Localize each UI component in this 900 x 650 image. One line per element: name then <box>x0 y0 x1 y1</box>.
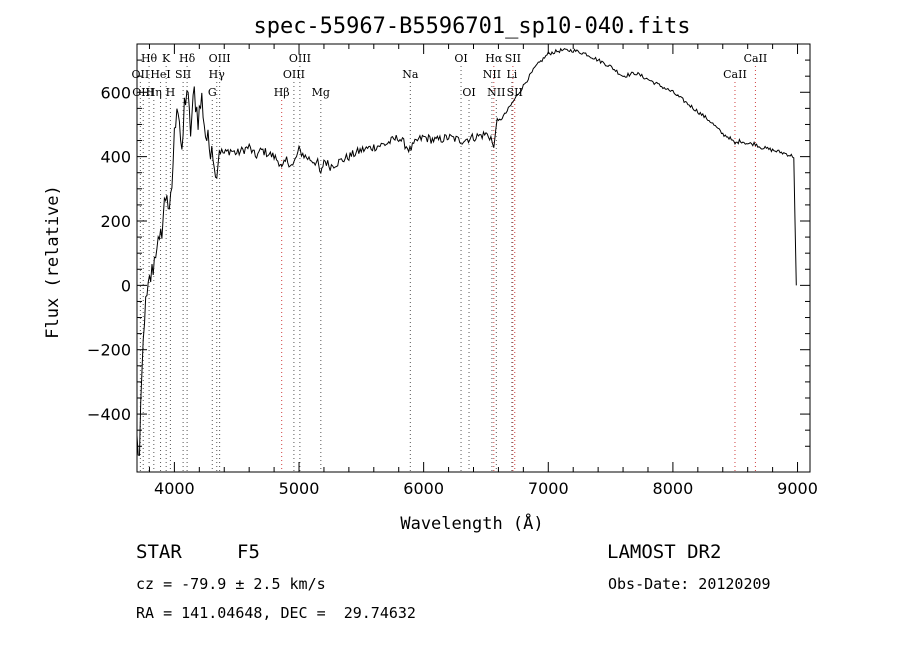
x-tick-label-2: 6000 <box>403 479 444 498</box>
y-tick-label-4: 400 <box>100 148 131 167</box>
line-marker-label-10: Hγ <box>209 68 226 81</box>
axis-ticks: 4000 5000 6000 7000 8000 9000 −400 −200 0 200 400 6… <box>87 44 818 498</box>
line-marker-label-25: CaII <box>744 52 768 65</box>
x-tick-label-4: 8000 <box>653 479 694 498</box>
x-tick-label-5: 9000 <box>777 479 818 498</box>
y-tick-label-2: 0 <box>121 276 131 295</box>
line-marker-label-18: OI <box>462 86 475 99</box>
line-marker-label-3: K <box>162 52 171 65</box>
plot-frame <box>136 43 811 473</box>
line-marker-label-11: G <box>208 86 217 99</box>
coords-text: RA = 141.04648, DEC = 29.74632 <box>136 604 416 622</box>
line-marker-label-7: H <box>166 86 176 99</box>
line-marker-label-14: Hβ <box>274 86 290 99</box>
line-marker-label-4: HeI <box>150 68 170 81</box>
spectrum-series-0 <box>136 47 797 456</box>
line-marker-label-20: SII <box>505 52 521 65</box>
line-marker-label-15: Mg <box>312 86 330 99</box>
y-tick-label-5: 600 <box>100 83 131 102</box>
x-tick-label-3: 7000 <box>528 479 569 498</box>
line-marker-label-16: Na <box>402 68 419 81</box>
y-tick-label-0: −400 <box>87 405 131 424</box>
line-marker-label-22: Li <box>506 68 517 81</box>
object-subclass: F5 <box>237 541 260 563</box>
line-marker-label-1: OII <box>132 68 150 81</box>
y-tick-label-3: 200 <box>100 212 131 231</box>
line-marker-label-26: CaII <box>723 68 747 81</box>
obs-date-text: Obs-Date: 20120209 <box>608 575 771 593</box>
line-marker-label-6: Hη <box>146 86 162 99</box>
object-class: STAR <box>136 541 182 563</box>
redshift-text: cz = -79.9 ± 2.5 km/s <box>136 575 326 593</box>
line-marker-label-12: OIII <box>289 52 311 65</box>
y-tick-label-1: −200 <box>87 341 131 360</box>
line-marker-label-24: SII <box>507 86 523 99</box>
x-axis-label: Wavelength (Å) <box>400 512 543 534</box>
x-tick-label-1: 5000 <box>279 479 320 498</box>
line-marker-label-5: SII <box>175 68 191 81</box>
survey-name: LAMOST DR2 <box>607 541 722 563</box>
line-marker-label-8: Hδ <box>179 52 196 65</box>
y-axis-label: Flux (relative) <box>43 185 63 339</box>
line-marker-label-13: OIII <box>283 68 305 81</box>
line-marker-label-9: OIII <box>209 52 231 65</box>
line-marker-label-17: OI <box>454 52 467 65</box>
line-marker-label-23: NII <box>487 86 505 99</box>
chart-title: spec-55967-B5596701_sp10-040.fits <box>253 14 690 39</box>
series-layer <box>136 47 797 456</box>
line-marker-label-0: Hθ <box>141 52 158 65</box>
line-marker-label-21: NII <box>483 68 501 81</box>
line-marker-label-19: Hα <box>485 52 503 65</box>
x-tick-label-0: 4000 <box>154 479 195 498</box>
